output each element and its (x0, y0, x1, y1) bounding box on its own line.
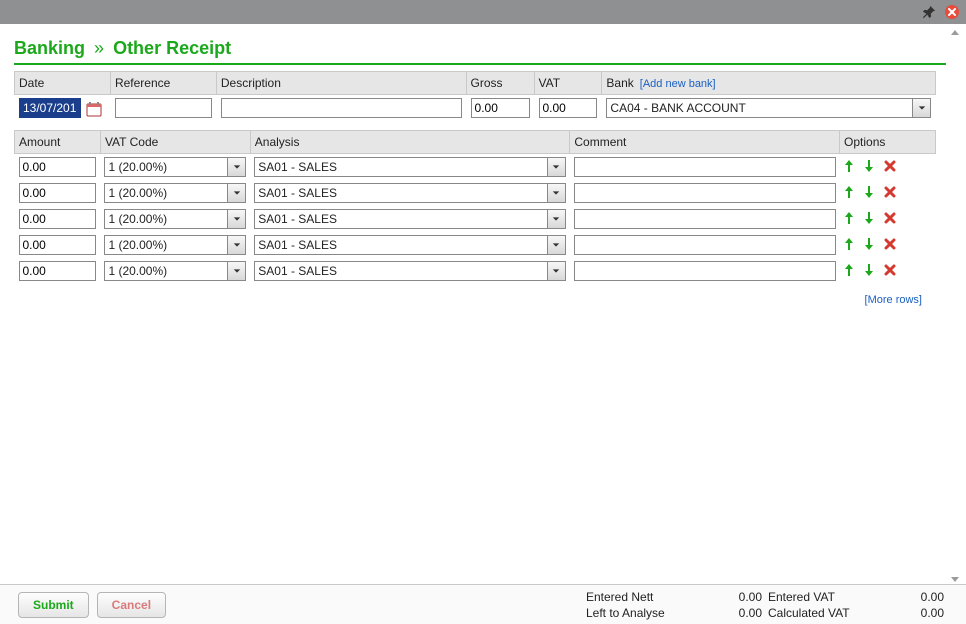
label-date: Date (15, 72, 111, 95)
value-calc-vat: 0.00 (884, 606, 944, 620)
chevron-down-icon[interactable] (227, 210, 245, 228)
col-amount: Amount (15, 131, 101, 154)
pin-icon[interactable] (922, 5, 936, 19)
chevron-down-icon[interactable] (227, 184, 245, 202)
bank-select[interactable]: CA04 - BANK ACCOUNT (606, 98, 931, 118)
move-down-icon[interactable] (864, 237, 874, 254)
table-row: 1 (20.00%) SA01 - SALES (15, 258, 936, 284)
col-options: Options (840, 131, 936, 154)
amount-field[interactable] (19, 209, 97, 229)
submit-button[interactable]: Submit (18, 592, 89, 618)
totals: Entered Nett 0.00 Entered VAT 0.00 Left … (586, 590, 944, 620)
footer: Submit Cancel Entered Nett 0.00 Entered … (0, 584, 966, 624)
content-area: Banking » Other Receipt Date Reference D… (0, 24, 966, 584)
value-entered-vat: 0.00 (884, 590, 944, 604)
chevron-down-icon[interactable] (547, 210, 565, 228)
delete-icon[interactable] (884, 264, 896, 279)
vatcode-select[interactable]: 1 (20.00%) (104, 235, 246, 255)
move-down-icon[interactable] (864, 185, 874, 202)
chevron-down-icon[interactable] (547, 262, 565, 280)
calendar-icon[interactable] (86, 101, 102, 117)
col-comment: Comment (570, 131, 840, 154)
move-up-icon[interactable] (844, 159, 854, 176)
vatcode-select[interactable]: 1 (20.00%) (104, 261, 246, 281)
chevron-down-icon[interactable] (547, 236, 565, 254)
vatcode-select[interactable]: 1 (20.00%) (104, 157, 246, 177)
label-reference: Reference (110, 72, 216, 95)
add-new-bank-link[interactable]: [Add new bank] (640, 78, 716, 90)
date-field[interactable] (19, 98, 81, 118)
col-vatcode: VAT Code (100, 131, 250, 154)
divider (14, 63, 946, 65)
delete-icon[interactable] (884, 160, 896, 175)
chevron-down-icon[interactable] (227, 158, 245, 176)
scrollbar[interactable] (948, 28, 962, 584)
label-gross: Gross (466, 72, 534, 95)
label-description: Description (216, 72, 466, 95)
col-analysis: Analysis (250, 131, 570, 154)
amount-field[interactable] (19, 183, 97, 203)
delete-icon[interactable] (884, 212, 896, 227)
chevron-down-icon[interactable] (912, 99, 930, 117)
vatcode-select[interactable]: 1 (20.00%) (104, 183, 246, 203)
move-up-icon[interactable] (844, 237, 854, 254)
comment-field[interactable] (574, 157, 836, 177)
bank-select-value: CA04 - BANK ACCOUNT (610, 101, 745, 115)
analysis-select[interactable]: SA01 - SALES (254, 157, 566, 177)
title-bar (0, 0, 966, 24)
vat-field[interactable] (539, 98, 598, 118)
amount-field[interactable] (19, 157, 97, 177)
crumb-sep: » (90, 38, 108, 58)
amount-field[interactable] (19, 235, 97, 255)
description-field[interactable] (221, 98, 462, 118)
comment-field[interactable] (574, 235, 836, 255)
crumb-banking[interactable]: Banking (14, 38, 85, 58)
label-entered-vat: Entered VAT (768, 590, 878, 604)
reference-field[interactable] (115, 98, 212, 118)
chevron-down-icon[interactable] (227, 262, 245, 280)
chevron-down-icon[interactable] (547, 158, 565, 176)
lines-grid: Amount VAT Code Analysis Comment Options… (14, 130, 936, 284)
analysis-select[interactable]: SA01 - SALES (254, 209, 566, 229)
analysis-select[interactable]: SA01 - SALES (254, 235, 566, 255)
analysis-select[interactable]: SA01 - SALES (254, 183, 566, 203)
analysis-select[interactable]: SA01 - SALES (254, 261, 566, 281)
table-row: 1 (20.00%) SA01 - SALES (15, 232, 936, 258)
value-entered-nett: 0.00 (702, 590, 762, 604)
delete-icon[interactable] (884, 186, 896, 201)
close-icon[interactable] (944, 4, 960, 20)
value-left-analyse: 0.00 (702, 606, 762, 620)
move-up-icon[interactable] (844, 263, 854, 280)
vatcode-select[interactable]: 1 (20.00%) (104, 209, 246, 229)
move-down-icon[interactable] (864, 263, 874, 280)
comment-field[interactable] (574, 261, 836, 281)
comment-field[interactable] (574, 209, 836, 229)
chevron-down-icon[interactable] (547, 184, 565, 202)
delete-icon[interactable] (884, 238, 896, 253)
breadcrumb: Banking » Other Receipt (14, 30, 946, 63)
comment-field[interactable] (574, 183, 836, 203)
table-row: 1 (20.00%) SA01 - SALES (15, 206, 936, 232)
chevron-down-icon[interactable] (227, 236, 245, 254)
table-row: 1 (20.00%) SA01 - SALES (15, 180, 936, 206)
move-down-icon[interactable] (864, 159, 874, 176)
amount-field[interactable] (19, 261, 97, 281)
move-up-icon[interactable] (844, 185, 854, 202)
label-calc-vat: Calculated VAT (768, 606, 878, 620)
crumb-other-receipt: Other Receipt (113, 38, 231, 58)
label-vat: VAT (534, 72, 602, 95)
table-row: 1 (20.00%) SA01 - SALES (15, 154, 936, 181)
label-bank: Bank [Add new bank] (602, 72, 936, 95)
gross-field[interactable] (471, 98, 530, 118)
label-bank-text: Bank (606, 76, 633, 90)
move-down-icon[interactable] (864, 211, 874, 228)
label-left-analyse: Left to Analyse (586, 606, 696, 620)
label-entered-nett: Entered Nett (586, 590, 696, 604)
more-rows-link[interactable]: [More rows] (865, 294, 922, 306)
cancel-button[interactable]: Cancel (97, 592, 166, 618)
move-up-icon[interactable] (844, 211, 854, 228)
header-form: Date Reference Description Gross VAT Ban… (14, 71, 936, 122)
